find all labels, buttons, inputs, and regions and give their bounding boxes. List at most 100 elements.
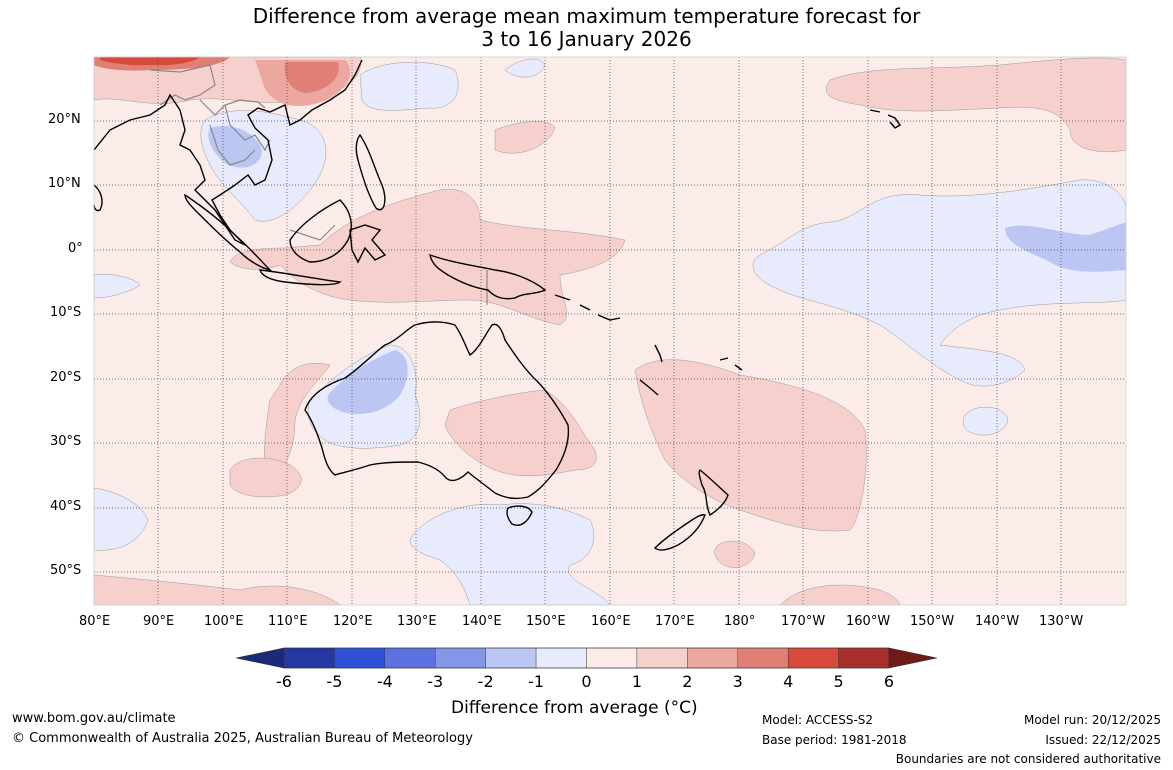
lon-label: 160°E (591, 614, 631, 629)
colorbar-bin (838, 647, 890, 669)
coastline-asia (93, 59, 363, 246)
map-frame (93, 56, 1127, 606)
lat-label: 30°S (50, 434, 82, 449)
colorbar-tick-label: 0 (581, 672, 592, 691)
model-run-date: Model run: 20/12/2025 (1023, 713, 1161, 727)
model-name: Model: ACCESS-S2 (762, 713, 874, 727)
warm-patch-hawaii (826, 57, 1127, 153)
coastline-new-guinea (429, 253, 547, 300)
colorbar-bin (485, 647, 537, 669)
colorbar-tick-label: 2 (682, 672, 693, 691)
warm-patch-indonesia (229, 188, 626, 326)
lon-label: 180° (724, 614, 756, 629)
lat-label: 10°S (50, 305, 82, 320)
warm-patch-south-pacific-edge (779, 584, 901, 606)
colorbar-bin (435, 647, 486, 669)
coastline-new-zealand-south (653, 514, 706, 551)
coastline-hawaii (869, 109, 902, 129)
coastline-india-tip (93, 184, 103, 212)
lat-label: 20°N (48, 112, 81, 127)
coastline-new-caledonia (639, 379, 659, 396)
coastline-sulawesi (349, 224, 387, 264)
lat-label: 40°S (50, 499, 82, 514)
colorbar-bin (535, 647, 587, 669)
cool-patch-north-pacific-small (504, 58, 546, 78)
colorbar-outline (283, 647, 890, 669)
map-title-line1: Difference from average mean maximum tem… (252, 4, 921, 28)
warm-patch-central-australia (444, 389, 597, 477)
colorbar-tick-label: 6 (883, 672, 895, 691)
lon-label: 90°E (143, 614, 175, 629)
colorbar-bin (334, 647, 386, 669)
cool-patch-philippines (359, 61, 459, 111)
lon-label: 80°E (79, 614, 111, 629)
hottest-patch-north (100, 57, 200, 66)
colorbar-below-min (235, 647, 285, 669)
colorbar-tick-label: -1 (528, 672, 545, 691)
colorbar-bin (787, 647, 839, 669)
cool-patch-southwest (93, 487, 149, 551)
boundaries-disclaimer: Boundaries are not considered authoritat… (895, 752, 1161, 766)
lat-label: 10°N (48, 176, 81, 191)
base-period: Base period: 1981-2018 (762, 733, 907, 747)
coastline-fiji (719, 357, 743, 371)
cool-patch-southern-ocean (409, 503, 611, 606)
warm-patch-indian-ocean (263, 362, 331, 481)
lat-label: 50°S (50, 563, 82, 578)
map-title-line2: 3 to 16 January 2026 (481, 27, 692, 51)
colorbar-tick-label: -2 (477, 672, 494, 691)
coastline-solomon-islands (554, 294, 621, 321)
lon-label: 130°W (1039, 614, 1084, 629)
colorbar-tick-label: -6 (276, 672, 292, 691)
colorbar-above-max (888, 647, 938, 669)
coastline-borneo (289, 199, 352, 263)
colorbar-tick-label: -4 (376, 672, 393, 691)
colorbar-tick-label: -5 (326, 672, 343, 691)
cool-patch-west-equatorial (93, 274, 141, 299)
anomaly-contours (93, 56, 1127, 606)
colorbar-label: Difference from average (°C) (451, 698, 698, 718)
cooler-patch-equatorial-pacific (1005, 222, 1126, 272)
warm-patch-northwest-pacific (494, 121, 556, 154)
country-boundaries (149, 64, 488, 305)
lon-label: 170°E (655, 614, 695, 629)
coastline-australia (304, 321, 570, 500)
warm-patch-new-zealand-south (714, 540, 756, 568)
colorbar-bin (687, 647, 738, 669)
lon-label: 110°E (268, 614, 308, 629)
colorbar-tick-label: 5 (833, 672, 844, 691)
coastline-sumatra (184, 193, 273, 272)
lon-label: 150°W (910, 614, 955, 629)
coastline-new-zealand-north (698, 469, 729, 517)
coastline-java (258, 269, 342, 286)
website-link[interactable]: www.bom.gov.au/climate (12, 711, 176, 726)
lon-label: 130°E (397, 614, 437, 629)
colorbar-bin (384, 647, 436, 669)
lon-label: 120°E (333, 614, 373, 629)
lon-label: 140°E (462, 614, 502, 629)
colorbar-bin (737, 647, 789, 669)
hot-patch-china (284, 62, 339, 93)
colorbar-bins (283, 647, 890, 669)
colorbar-tick-label: -3 (427, 672, 444, 691)
colorbar-tick-label: 4 (783, 672, 794, 691)
warm-patch-tasman-sea (634, 359, 867, 532)
colorbar (235, 647, 938, 669)
lon-label: 140°W (975, 614, 1020, 629)
colorbar-bin (636, 647, 688, 669)
lon-label: 150°E (526, 614, 566, 629)
lat-label: 20°S (50, 370, 82, 385)
colorbar-tick-label: 1 (631, 672, 642, 691)
cooler-patch-western-australia (327, 350, 408, 415)
warm-patch-far-south (93, 574, 341, 606)
coastline-philippines (355, 133, 386, 211)
lon-label: 170°W (781, 614, 826, 629)
coastline-vanuatu (654, 344, 663, 363)
lon-label: 160°W (846, 614, 891, 629)
colorbar-bin (586, 647, 638, 669)
lon-label: 100°E (204, 614, 244, 629)
lat-label: 0° (68, 241, 83, 256)
coastlines (93, 59, 902, 551)
colorbar-tick-label: 3 (732, 672, 743, 691)
